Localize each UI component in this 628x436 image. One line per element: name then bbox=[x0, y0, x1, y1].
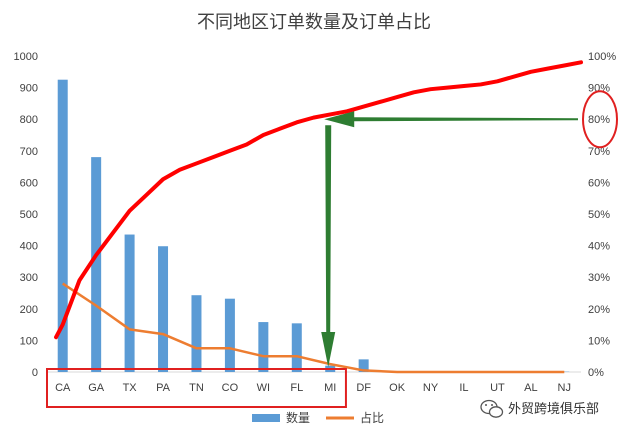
x-tick-label: AL bbox=[524, 382, 537, 394]
legend-swatch-bar bbox=[252, 414, 280, 422]
bar bbox=[191, 295, 202, 372]
axes: 0 100 200 300 400 500 600 700 800 900 1000 0% 10% 20%… bbox=[14, 51, 617, 394]
bar bbox=[57, 79, 68, 372]
y-left-tick-label: 500 bbox=[20, 209, 38, 221]
x-tick-label: FL bbox=[290, 382, 303, 394]
x-tick-label: DF bbox=[356, 382, 371, 394]
x-tick-label: OK bbox=[389, 382, 406, 394]
x-tick-label: UT bbox=[490, 382, 505, 394]
bar bbox=[224, 298, 235, 372]
x-tick-label: GA bbox=[88, 382, 105, 394]
x-tick-label: IL bbox=[459, 382, 468, 394]
bar bbox=[291, 323, 302, 372]
y-left-tick-label: 900 bbox=[20, 83, 38, 95]
y-right-tick-label: 0% bbox=[588, 367, 604, 379]
y-left-tick-label: 600 bbox=[20, 177, 38, 189]
horizontal-arrow bbox=[324, 111, 578, 128]
x-tick-label: CA bbox=[55, 382, 71, 394]
y-right-tick-label: 80% bbox=[588, 114, 610, 126]
y-right-tick-label: 10% bbox=[588, 335, 610, 347]
y-right-tick-label: 30% bbox=[588, 272, 610, 284]
legend: 数量 占比 bbox=[252, 410, 384, 425]
bar bbox=[124, 234, 135, 372]
bar bbox=[258, 322, 269, 372]
watermark: 外贸跨境俱乐部 bbox=[480, 399, 599, 418]
y-left-tick-label: 1000 bbox=[14, 51, 38, 63]
x-tick-label: NJ bbox=[558, 382, 571, 394]
cumulative-line bbox=[54, 60, 583, 340]
bar bbox=[358, 359, 369, 372]
vertical-arrow bbox=[321, 125, 336, 367]
line-series bbox=[54, 60, 583, 374]
chart-title: 不同地区订单数量及订单占比 bbox=[197, 12, 431, 33]
y-left-tick-label: 100 bbox=[20, 335, 38, 347]
x-tick-label: MI bbox=[324, 382, 336, 394]
y-left-tick-label: 300 bbox=[20, 272, 38, 284]
x-tick-label: NY bbox=[423, 382, 439, 394]
x-tick-label: CO bbox=[222, 382, 239, 394]
y-left-tick-label: 700 bbox=[20, 146, 38, 158]
bar bbox=[91, 157, 102, 372]
bar-series bbox=[57, 79, 570, 372]
x-tick-label: TX bbox=[123, 382, 138, 394]
legend-label-line: 占比 bbox=[360, 410, 384, 425]
y-left-tick-label: 200 bbox=[20, 304, 38, 316]
highlight-box bbox=[46, 368, 347, 408]
share-line bbox=[62, 282, 565, 374]
y-right-tick-label: 70% bbox=[588, 146, 610, 158]
x-tick-label: PA bbox=[156, 382, 171, 394]
wechat-icon bbox=[480, 399, 504, 418]
watermark-text: 外贸跨境俱乐部 bbox=[508, 402, 599, 417]
x-tick-label: TN bbox=[189, 382, 204, 394]
y-left-tick-label: 800 bbox=[20, 114, 38, 126]
bar bbox=[158, 246, 169, 372]
x-tick-label: WI bbox=[257, 382, 270, 394]
y-left-tick-label: 0 bbox=[32, 367, 38, 379]
legend-label-bar: 数量 bbox=[286, 410, 310, 425]
y-left-tick-label: 400 bbox=[20, 241, 38, 253]
y-right-tick-label: 50% bbox=[588, 209, 610, 221]
annotations bbox=[46, 90, 618, 408]
y-right-tick-label: 60% bbox=[588, 177, 610, 189]
y-right-tick-label: 20% bbox=[588, 304, 610, 316]
y-right-tick-label: 40% bbox=[588, 241, 610, 253]
y-right-tick-label: 100% bbox=[588, 51, 616, 63]
highlight-circle bbox=[582, 90, 618, 149]
